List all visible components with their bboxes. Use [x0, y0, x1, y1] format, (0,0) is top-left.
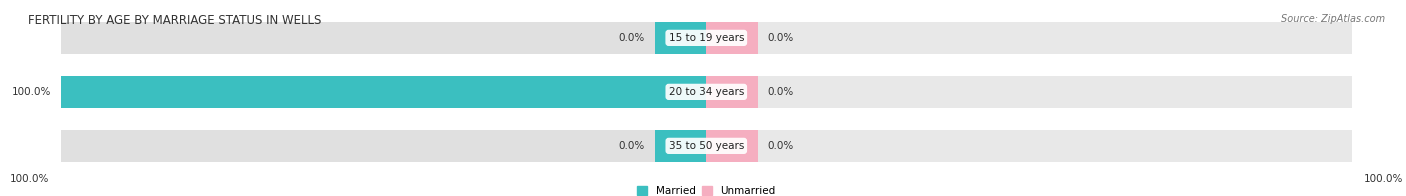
Text: 20 to 34 years: 20 to 34 years: [669, 87, 744, 97]
Text: 15 to 19 years: 15 to 19 years: [668, 33, 744, 43]
Bar: [60, 22, 706, 54]
Text: 0.0%: 0.0%: [768, 141, 794, 151]
Text: Source: ZipAtlas.com: Source: ZipAtlas.com: [1281, 14, 1385, 24]
Bar: [60, 76, 706, 108]
Bar: [60, 130, 706, 162]
Bar: [706, 130, 1351, 162]
Bar: [60, 76, 706, 108]
Text: 100.0%: 100.0%: [11, 87, 51, 97]
Text: 0.0%: 0.0%: [619, 33, 645, 43]
Legend: Married, Unmarried: Married, Unmarried: [637, 186, 776, 196]
Bar: [706, 76, 1351, 108]
Bar: [655, 130, 706, 162]
Text: 100.0%: 100.0%: [10, 174, 49, 184]
Text: 35 to 50 years: 35 to 50 years: [669, 141, 744, 151]
Text: 100.0%: 100.0%: [1364, 174, 1403, 184]
Bar: [706, 76, 758, 108]
Bar: [655, 22, 706, 54]
Text: 0.0%: 0.0%: [768, 87, 794, 97]
Text: 0.0%: 0.0%: [619, 141, 645, 151]
Text: 0.0%: 0.0%: [768, 33, 794, 43]
Bar: [706, 22, 1351, 54]
Bar: [706, 22, 758, 54]
Text: FERTILITY BY AGE BY MARRIAGE STATUS IN WELLS: FERTILITY BY AGE BY MARRIAGE STATUS IN W…: [28, 14, 322, 27]
Bar: [706, 130, 758, 162]
